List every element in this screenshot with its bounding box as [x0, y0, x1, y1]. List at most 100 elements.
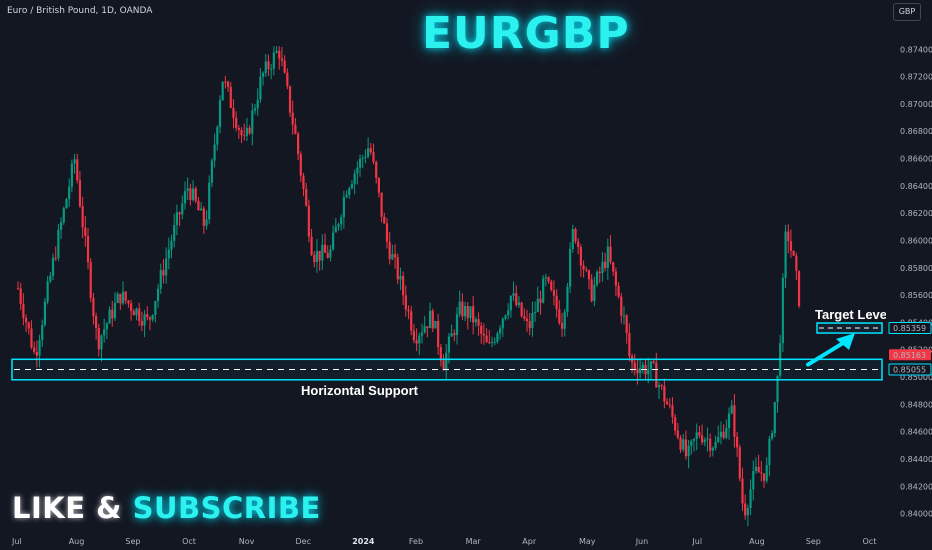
candle-body — [130, 303, 133, 311]
price-tick-label: 0.85800 — [900, 264, 932, 273]
support-price-tag — [888, 363, 932, 376]
candle-body — [536, 298, 539, 313]
candle-body — [275, 50, 278, 53]
candle-body — [781, 277, 784, 344]
candle-body — [496, 333, 499, 342]
price-tick-label: 0.87400 — [900, 45, 932, 54]
candle-body — [706, 438, 709, 440]
candle-body — [329, 249, 332, 258]
candle-body — [717, 436, 720, 443]
time-tick-label: Mar — [466, 537, 482, 546]
candle-body — [332, 232, 335, 250]
candle-body — [463, 305, 467, 317]
candle-body — [566, 286, 569, 312]
candle-body — [108, 309, 111, 324]
candle-body — [132, 310, 135, 316]
time-axis[interactable]: Jul Aug Sep Oct Nov Dec 2024 Feb Mar Apr May Jun Jul… — [11, 537, 876, 546]
candle-body — [501, 318, 504, 329]
candle-body — [186, 188, 189, 192]
price-tick-label: 0.84200 — [900, 482, 932, 491]
candle-body — [302, 175, 305, 189]
currency-badge[interactable]: GBP — [893, 3, 921, 21]
candle-body — [267, 61, 270, 70]
candles-layer — [16, 46, 801, 526]
candle-body — [205, 219, 208, 226]
target-price-tag — [888, 322, 932, 335]
candle-body — [243, 135, 246, 137]
candle-body — [754, 466, 758, 471]
candle-body — [127, 300, 130, 304]
candle-body — [119, 293, 122, 304]
candle-body — [410, 311, 413, 331]
candle-body — [181, 203, 184, 215]
price-tick-label: 0.84000 — [900, 510, 932, 519]
candle-body — [746, 507, 749, 516]
symbol-header[interactable]: Euro / British Pound, 1D, OANDA — [7, 6, 153, 16]
candle-body — [442, 360, 445, 371]
candle-body — [299, 154, 302, 176]
candle-body — [679, 437, 682, 450]
candle-body — [558, 309, 561, 323]
candle-body — [89, 262, 92, 298]
candle-body — [649, 361, 653, 370]
price-axis[interactable]: 0.84000 0.84200 0.84400 0.84600 0.84800 0.850… — [886, 0, 932, 550]
candle-body — [229, 86, 232, 108]
candle-body — [65, 199, 68, 209]
candle-body — [531, 312, 534, 329]
candle-body — [232, 107, 235, 118]
candle-body — [555, 295, 558, 310]
candle-body — [730, 405, 733, 414]
candle-body — [423, 326, 426, 333]
candle-body — [361, 157, 364, 159]
candle-body — [240, 129, 243, 136]
candle-body — [523, 316, 526, 319]
candle-body — [221, 81, 224, 101]
candle-body — [652, 361, 655, 363]
candle-body — [765, 465, 768, 481]
candle-body — [253, 108, 257, 111]
candle-body — [625, 315, 628, 334]
candle-body — [461, 301, 464, 317]
candle-body — [286, 72, 289, 87]
candle-body — [498, 328, 502, 334]
candle-body — [200, 208, 203, 211]
candle-body — [703, 439, 706, 443]
candle-body — [455, 314, 459, 335]
candle-body — [35, 352, 38, 356]
candle-body — [194, 188, 197, 201]
candle-body — [146, 314, 149, 318]
candle-body — [261, 72, 265, 77]
candle-body — [280, 58, 284, 61]
candle-body — [490, 342, 494, 344]
candle-body — [294, 124, 297, 134]
candle-body — [547, 277, 550, 282]
candle-body — [84, 227, 87, 237]
candle-body — [197, 200, 200, 211]
candle-body — [54, 257, 57, 259]
candle-body — [350, 184, 354, 189]
candle-body — [472, 306, 475, 323]
candle-body — [509, 295, 512, 311]
candle-body — [272, 52, 275, 69]
candle-body — [111, 309, 114, 319]
candle-body — [450, 333, 453, 337]
candle-body — [477, 319, 480, 326]
candle-body — [43, 301, 47, 325]
candle-body — [388, 241, 391, 260]
candle-body — [140, 321, 143, 326]
candle-body — [657, 385, 661, 388]
candle-body — [776, 375, 779, 402]
candle-body — [24, 317, 28, 323]
candle-body — [224, 81, 227, 83]
candle-body — [305, 188, 308, 206]
candle-body — [38, 340, 41, 356]
candle-body — [647, 369, 650, 375]
candle-body — [493, 341, 496, 343]
candle-body — [380, 192, 383, 217]
candle-body — [33, 347, 36, 353]
candle-body — [474, 319, 477, 323]
candle-body — [795, 255, 798, 271]
candle-body — [641, 364, 644, 369]
candle-body — [113, 302, 117, 319]
